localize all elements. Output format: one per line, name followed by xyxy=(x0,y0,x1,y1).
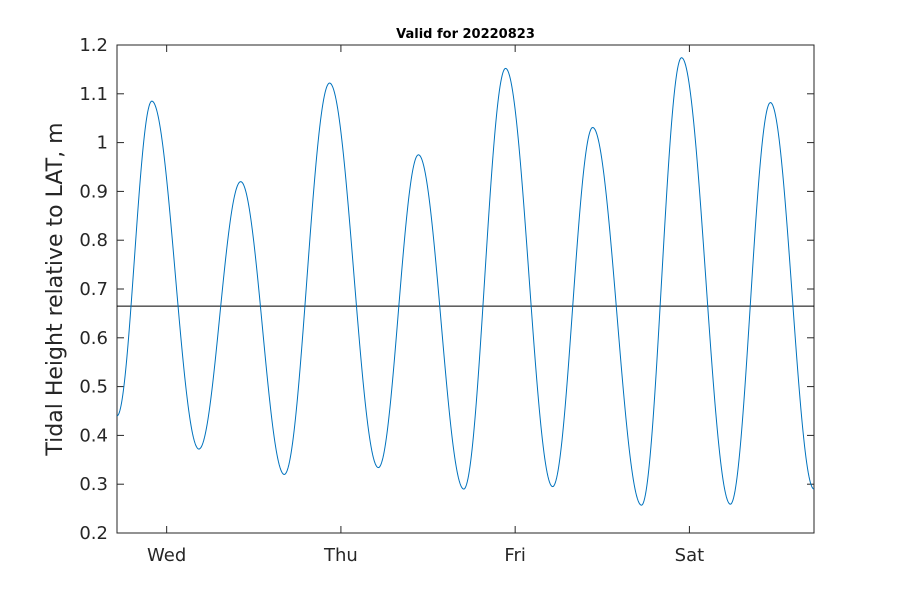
y-tick-label: 1.1 xyxy=(79,84,108,105)
y-tick-label: 0.8 xyxy=(79,230,108,251)
series-line-tide xyxy=(116,57,815,506)
y-tick-label: 0.2 xyxy=(79,523,108,544)
y-tick-label: 0.5 xyxy=(79,377,108,398)
x-tick-label: Thu xyxy=(323,545,358,566)
y-axis-title: Tidal Height relative to LAT, m xyxy=(43,122,68,456)
x-axis: Wed Thu Fri Sat xyxy=(147,45,704,566)
y-tick-label: 0.6 xyxy=(79,328,108,349)
y-tick-label: 0.3 xyxy=(79,474,108,495)
y-tick-label: 0.9 xyxy=(79,181,108,202)
y-tick-label: 0.7 xyxy=(79,279,108,300)
plot-area xyxy=(116,44,815,534)
chart-title: Valid for 20220823 xyxy=(396,27,535,42)
y-tick-label: 0.4 xyxy=(79,425,108,446)
y-tick-label: 1.2 xyxy=(79,35,108,56)
y-tick-label: 1 xyxy=(97,133,108,154)
y-axis: 0.2 0.3 0.4 0.5 0.6 0.7 0.8 0.9 1 1.1 1.2 xyxy=(79,35,814,544)
x-tick-label: Wed xyxy=(147,545,186,566)
x-tick-label: Fri xyxy=(504,545,525,566)
x-tick-label: Sat xyxy=(675,545,705,566)
